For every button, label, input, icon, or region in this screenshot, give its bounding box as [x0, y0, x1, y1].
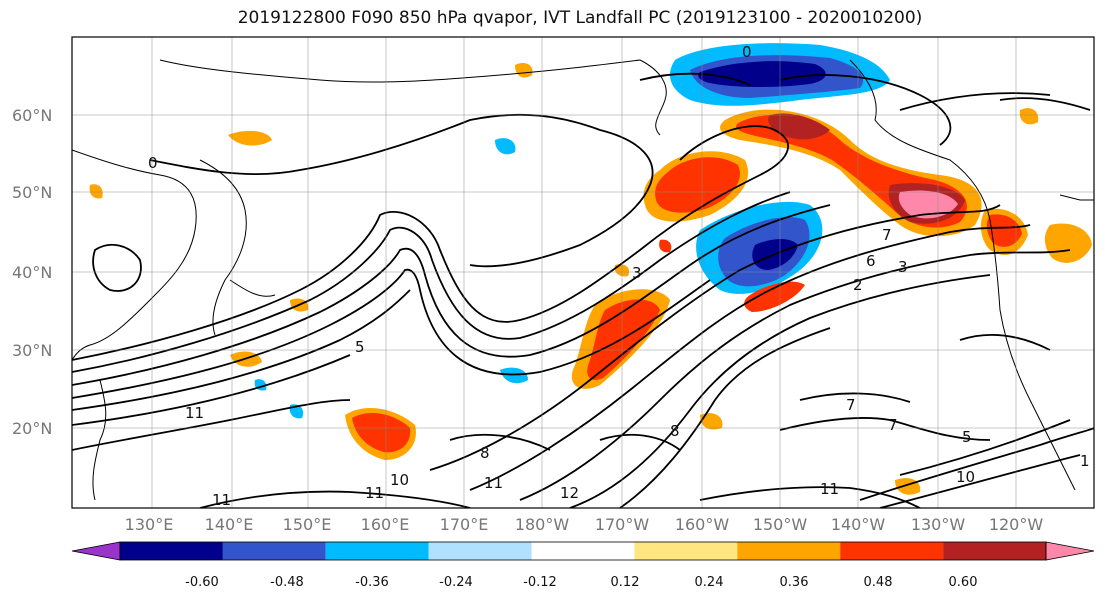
lon-label: 160°E — [361, 515, 410, 534]
contour-label: 7 — [888, 416, 898, 434]
coastlines — [72, 59, 1094, 501]
lat-label: 20°N — [12, 419, 52, 438]
lon-label: 130°E — [125, 515, 174, 534]
colorbar-tick-label: 0.12 — [611, 575, 640, 590]
colorbar-segment — [737, 542, 841, 560]
contour-label: 0 — [148, 154, 158, 172]
lon-label: 170°E — [440, 515, 489, 534]
contour-label: 3 — [898, 258, 908, 276]
lat-label: 40°N — [12, 263, 52, 282]
colorbar-tick-labels: -0.60 -0.48 -0.36 -0.24 -0.12 0.12 0.24 … — [185, 575, 977, 590]
lat-label: 30°N — [12, 341, 52, 360]
contour-label: 2 — [853, 276, 863, 294]
colorbar-extend-low — [71, 541, 121, 561]
lon-label: 150°W — [753, 515, 808, 534]
contour-label: 11 — [820, 480, 839, 498]
colorbar: -0.60 -0.48 -0.36 -0.24 -0.12 0.12 0.24 … — [71, 541, 1095, 590]
lat-label: 60°N — [12, 106, 52, 125]
lon-label: 160°W — [675, 515, 730, 534]
colorbar-segment — [634, 542, 738, 560]
contour-label: 10 — [390, 471, 409, 489]
map-title: 2019122800 F090 850 hPa qvapor, IVT Land… — [237, 8, 923, 28]
contour-label: 3 — [632, 264, 642, 282]
contour-label: 8 — [480, 444, 490, 462]
contour-labels: 0 0 3 7 6 3 2 5 11 8 10 11 11 12 11 7 7 … — [148, 43, 1090, 509]
contour-label: 11 — [212, 491, 231, 509]
colorbar-segment — [943, 542, 1046, 560]
gridlines — [72, 37, 1094, 508]
contour-label: 11 — [365, 484, 384, 502]
qvapor-anomaly-shading — [89, 43, 1092, 495]
contour-label: 7 — [882, 226, 892, 244]
colorbar-segment — [222, 542, 326, 560]
lat-label: 50°N — [12, 183, 52, 202]
plot-frame — [71, 36, 1095, 509]
colorbar-tick-label: -0.60 — [185, 575, 219, 590]
contour-label: 5 — [355, 338, 365, 356]
colorbar-outline — [119, 541, 1047, 561]
colorbar-tick-label: -0.36 — [355, 575, 389, 590]
contour-label: 11 — [484, 474, 503, 492]
colorbar-tick-label: -0.12 — [523, 575, 557, 590]
colorbar-segment — [840, 542, 944, 560]
contour-label: 6 — [866, 252, 876, 270]
colorbar-segment — [428, 542, 532, 560]
latitude-axis: 60°N 50°N 40°N 30°N 20°N — [12, 106, 52, 438]
colorbar-tick-label: 0.48 — [864, 575, 893, 590]
contour-label: 11 — [185, 404, 204, 422]
longitude-axis: 130°E 140°E 150°E 160°E 170°E 180°W 170°… — [125, 515, 1044, 534]
colorbar-segment — [531, 542, 635, 560]
contour-label: 12 — [560, 484, 579, 502]
colorbar-tick-label: 0.36 — [780, 575, 809, 590]
colorbar-tick-label: -0.48 — [270, 575, 304, 590]
colorbar-segment — [120, 542, 223, 560]
colorbar-segment — [325, 542, 429, 560]
lon-label: 180°W — [515, 515, 570, 534]
contour-label: 0 — [742, 43, 752, 61]
contour-label: 5 — [962, 428, 972, 446]
lon-label: 170°W — [595, 515, 650, 534]
colorbar-extend-high — [1045, 541, 1095, 561]
lon-label: 150°E — [283, 515, 332, 534]
contour-label: 8 — [670, 422, 680, 440]
lon-label: 140°E — [205, 515, 254, 534]
contour-label: 10 — [956, 468, 975, 486]
colorbar-segments — [71, 541, 1095, 561]
colorbar-tick-label: -0.24 — [439, 575, 473, 590]
plot-area: 0 0 3 7 6 3 2 5 11 8 10 11 11 12 11 7 7 … — [72, 37, 1094, 509]
lon-label: 130°W — [911, 515, 966, 534]
colorbar-tick-label: 0.60 — [949, 575, 978, 590]
colorbar-tick-label: 0.24 — [695, 575, 724, 590]
contour-label: 7 — [846, 396, 856, 414]
lon-label: 140°W — [831, 515, 886, 534]
ivt-contours — [72, 72, 1094, 508]
contour-label: 1 — [1080, 452, 1090, 470]
lon-label: 120°W — [989, 515, 1044, 534]
